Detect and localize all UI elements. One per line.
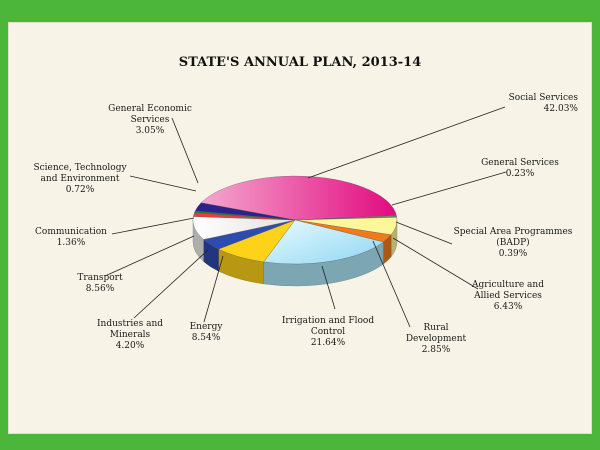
pie-chart: STATE'S ANNUAL PLAN, 2013-14 Social Serv… bbox=[33, 55, 578, 355]
slice-name-energy: Energy bbox=[190, 322, 224, 332]
slice-value-rural-development: 2.85% bbox=[422, 345, 451, 355]
leader-line-industries-and-minerals bbox=[133, 249, 209, 319]
leader-line-special-area-programmes-badp bbox=[395, 221, 453, 245]
slice-name-agriculture-and-allied-services: Agriculture and bbox=[471, 280, 544, 290]
slice-value-science-technology-and-environment: 0.72% bbox=[66, 185, 95, 195]
slice-value-special-area-programmes-badp: 0.39% bbox=[499, 249, 528, 259]
slice-name-rural-development: Rural bbox=[423, 323, 448, 333]
leader-line-communication bbox=[111, 217, 195, 235]
slice-name-irrigation-and-flood-control: Control bbox=[311, 327, 345, 337]
slice-name-industries-and-minerals: Industries and bbox=[97, 319, 163, 329]
chart-title: STATE'S ANNUAL PLAN, 2013-14 bbox=[179, 55, 422, 70]
slice-name-agriculture-and-allied-services: Allied Services bbox=[473, 291, 542, 301]
slice-name-special-area-programmes-badp: (BADP) bbox=[496, 237, 529, 248]
pie-slice-social-services bbox=[200, 175, 397, 221]
slice-name-general-economic-services: General Economic bbox=[108, 104, 192, 114]
leader-line-irrigation-and-flood-control bbox=[321, 265, 336, 310]
slice-name-science-technology-and-environment: and Environment bbox=[41, 174, 120, 184]
slice-value-irrigation-and-flood-control: 21.64% bbox=[311, 338, 346, 348]
slice-name-industries-and-minerals: Minerals bbox=[110, 330, 151, 340]
slice-name-science-technology-and-environment: Science, Technology bbox=[33, 163, 127, 173]
leader-line-transport bbox=[104, 235, 195, 277]
slice-value-agriculture-and-allied-services: 6.43% bbox=[494, 302, 523, 312]
leader-line-agriculture-and-allied-services bbox=[392, 237, 479, 290]
slice-name-general-economic-services: Services bbox=[131, 115, 170, 125]
leader-line-rural-development bbox=[372, 240, 411, 328]
pie-slices bbox=[192, 175, 398, 265]
slice-name-special-area-programmes-badp: Special Area Programmes bbox=[454, 227, 573, 237]
slice-value-general-economic-services: 3.05% bbox=[136, 126, 165, 136]
slice-name-transport: Transport bbox=[77, 273, 123, 283]
slice-value-industries-and-minerals: 4.20% bbox=[116, 341, 145, 351]
pie-slice-general-economic-services bbox=[195, 202, 296, 221]
leader-line-general-services bbox=[391, 171, 507, 206]
leader-lines bbox=[104, 106, 507, 328]
slice-name-irrigation-and-flood-control: Irrigation and Flood bbox=[282, 316, 374, 326]
slice-name-rural-development: Development bbox=[406, 334, 467, 344]
slice-name-communication: Communication bbox=[35, 227, 107, 237]
slice-name-general-services: General Services bbox=[481, 158, 559, 168]
slice-name-social-services: Social Services bbox=[509, 93, 579, 103]
slice-value-general-services: 0.23% bbox=[506, 169, 535, 179]
pie-slice-irrigation-and-flood-control bbox=[263, 219, 384, 265]
slice-value-communication: 1.36% bbox=[57, 238, 86, 248]
slide-background: STATE'S ANNUAL PLAN, 2013-14 Social Serv… bbox=[8, 22, 592, 434]
slice-value-social-services: 42.03% bbox=[544, 104, 579, 114]
slice-value-transport: 8.56% bbox=[86, 284, 115, 294]
leader-line-science-technology-and-environment bbox=[129, 175, 197, 192]
leader-line-energy bbox=[203, 255, 224, 323]
slice-value-energy: 8.54% bbox=[192, 333, 221, 343]
leader-line-general-economic-services bbox=[171, 117, 199, 184]
leader-line-social-services bbox=[307, 106, 506, 179]
